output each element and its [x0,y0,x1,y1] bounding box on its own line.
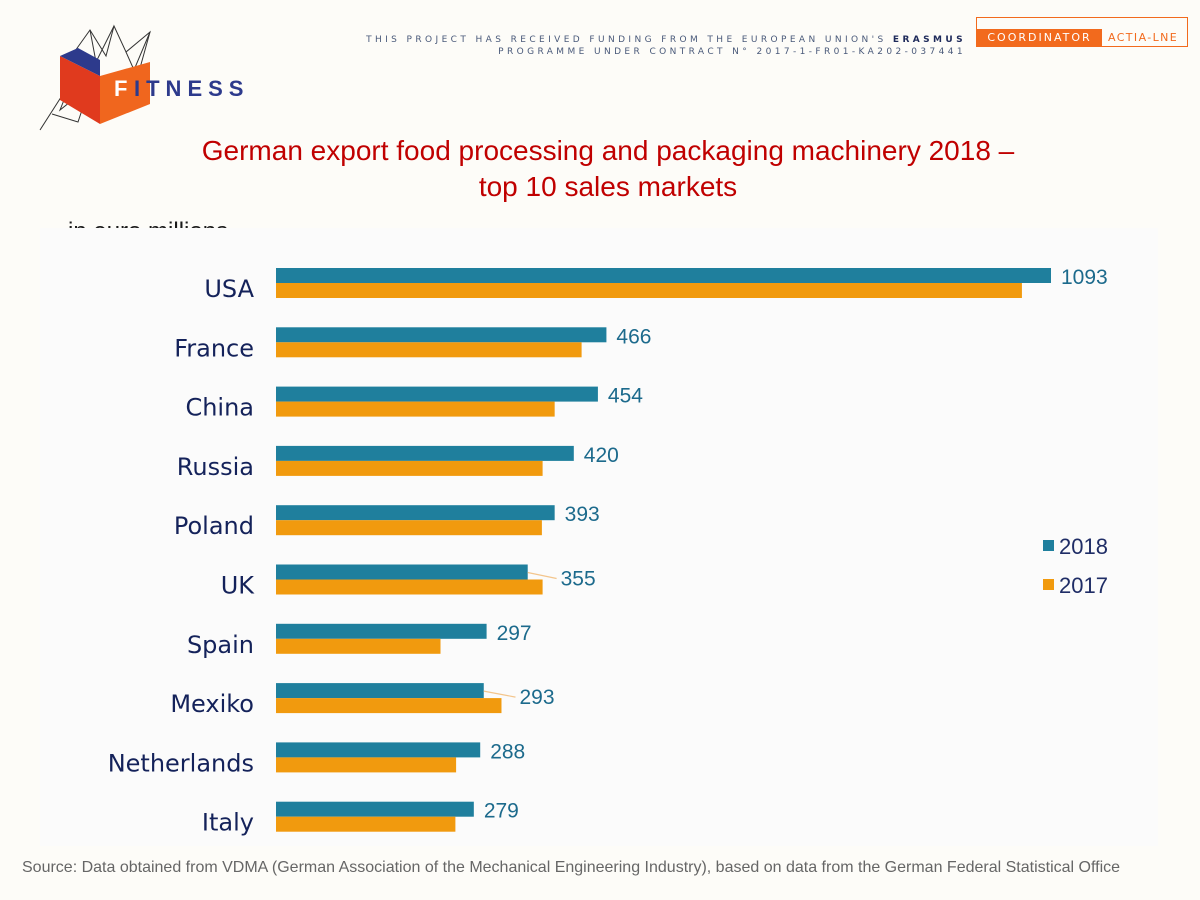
legend-label-2018: 2018 [1059,534,1108,559]
data-label: 466 [616,325,651,348]
category-label: USA [204,275,254,303]
data-label: 288 [490,740,525,763]
chart-title: German export food processing and packag… [0,133,1200,205]
bar-2018 [276,623,487,639]
bar-2017 [276,638,441,654]
source-note: Source: Data obtained from VDMA (German … [22,859,1121,876]
bar-2018 [276,445,574,461]
erasmus-label: ERASMUS [892,35,966,45]
coordinator-label: COORDINATOR [977,29,1102,46]
bar-2018 [276,327,607,343]
data-label: 454 [608,385,643,408]
book-icon [60,48,150,124]
category-label: UK [221,572,256,600]
bar-2018 [276,683,484,699]
legend-label-2017: 2017 [1059,573,1108,598]
category-label: Poland [174,512,254,540]
data-label: 355 [561,568,596,591]
bar-2018 [276,505,555,521]
bar-2018 [276,801,474,817]
bar-2017 [276,579,543,595]
bar-2017 [276,401,555,417]
category-label: Spain [187,631,254,659]
bar-2017 [276,698,502,714]
bar-2018 [276,742,481,758]
legend-swatch-2017 [1043,579,1054,590]
chart-title-line2: top 10 sales markets [478,171,738,202]
data-label: 393 [565,503,600,526]
category-label: Mexiko [170,690,254,718]
category-label: Russia [177,453,254,481]
category-label: France [174,334,254,362]
category-label: China [185,394,254,422]
category-label: Italy [202,809,254,837]
category-label: Netherlands [108,749,254,777]
bar-2017 [276,757,457,773]
chart-title-line1: German export food processing and packag… [201,135,1015,166]
bar-2017 [276,460,543,476]
coordinator-badge: COORDINATOR ACTIA-LNE [976,17,1188,47]
bar-2017 [276,520,542,536]
funding-line1: THIS PROJECT HAS RECEIVED FUNDING FROM T… [366,35,887,45]
fitness-logo: F ITNESS [39,24,249,131]
logo-text: ITNESS [134,76,249,101]
bar-2017 [276,342,582,358]
legend-swatch-2018 [1043,540,1054,551]
bar-2018 [276,564,528,580]
data-label: 279 [484,800,519,823]
logo-letter-f: F [114,76,127,101]
bar-2018 [276,268,1051,283]
data-label: 1093 [1061,266,1108,289]
data-label: 297 [497,622,532,645]
bar-2017 [276,283,1022,298]
chart-legend: 2018 2017 [1043,534,1108,598]
data-label: 293 [519,686,554,709]
funding-line2: PROGRAMME UNDER CONTRACT N° 2017-1-FR01-… [498,47,966,57]
data-label: 420 [584,444,619,467]
coordinator-name: ACTIA-LNE [1108,31,1179,44]
data-label-leader [527,571,557,580]
bar-2017 [276,816,456,832]
bar-2018 [276,386,598,402]
data-label-leader [483,690,516,698]
funding-notice: THIS PROJECT HAS RECEIVED FUNDING FROM T… [366,34,966,58]
